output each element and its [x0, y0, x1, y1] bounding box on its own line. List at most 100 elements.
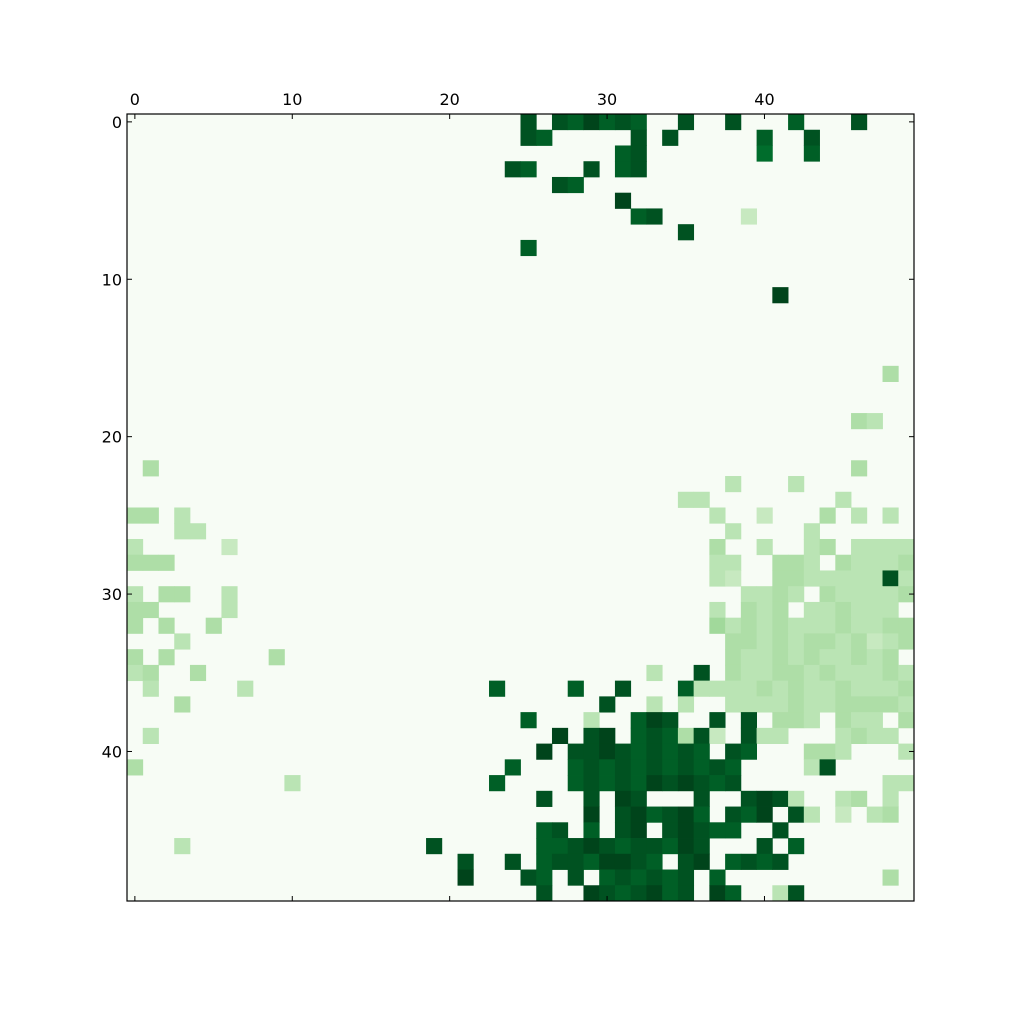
x-tick-label: 30 — [597, 90, 617, 109]
x-tick-label: 40 — [754, 90, 774, 109]
heatmap-cell — [599, 853, 616, 870]
heatmap-cell — [898, 570, 915, 587]
heatmap-cell — [772, 696, 789, 713]
heatmap-cell — [709, 775, 726, 792]
heatmap-cell — [693, 775, 710, 792]
heatmap-cell — [127, 649, 144, 666]
heatmap-cell — [614, 806, 632, 823]
heatmap-cell — [803, 664, 820, 682]
heatmap-cell — [646, 208, 663, 225]
heatmap-cell — [567, 743, 584, 760]
heatmap-cell — [740, 853, 757, 870]
heatmap-cell — [725, 114, 742, 131]
heatmap-cell — [835, 649, 852, 666]
heatmap-cell — [646, 806, 663, 823]
heatmap-cell — [725, 617, 742, 634]
heatmap-cell — [851, 649, 868, 666]
heatmap-cell — [819, 570, 836, 587]
heatmap-cell — [189, 664, 207, 682]
heatmap-cell — [709, 885, 726, 902]
heatmap-cells — [127, 114, 915, 902]
heatmap-cell — [882, 727, 899, 744]
heatmap-cell — [740, 696, 757, 713]
heatmap-cell — [866, 586, 883, 603]
heatmap-cell — [614, 743, 632, 760]
heatmap-cell — [835, 712, 852, 729]
heatmap-cell — [835, 633, 852, 650]
heatmap-cell — [630, 727, 647, 744]
heatmap-cell — [614, 114, 632, 131]
heatmap-cell — [142, 680, 159, 697]
heatmap-cell — [788, 712, 805, 729]
heatmap-cell — [127, 664, 144, 682]
heatmap-cell — [835, 727, 852, 744]
heatmap-cell — [725, 743, 742, 760]
heatmap-cell — [536, 869, 553, 886]
heatmap-cell — [788, 664, 805, 682]
heatmap-cell — [803, 554, 820, 571]
heatmap-cell — [709, 869, 726, 886]
heatmap-cell — [756, 727, 773, 744]
heatmap-cell — [630, 743, 647, 760]
heatmap-cell — [898, 586, 915, 603]
heatmap-cell — [709, 680, 726, 697]
heatmap-cell — [174, 838, 191, 855]
heatmap-cell — [142, 554, 159, 571]
y-tick-label: 0 — [112, 113, 122, 132]
heatmap-cell — [646, 664, 663, 682]
heatmap-cell — [583, 759, 600, 776]
heatmap-cell — [788, 476, 805, 493]
heatmap-cell — [536, 790, 553, 807]
heatmap-cell — [693, 664, 710, 682]
heatmap-cell — [882, 649, 899, 666]
x-tick-label: 0 — [130, 90, 140, 109]
heatmap-cell — [788, 114, 805, 131]
heatmap-cell — [583, 727, 600, 744]
heatmap-cell — [677, 853, 695, 870]
heatmap-cell — [583, 885, 600, 902]
heatmap-cell — [851, 554, 868, 571]
heatmap-cell — [819, 586, 836, 603]
heatmap-cell — [127, 617, 144, 634]
heatmap-cell — [237, 680, 254, 697]
heatmap-cell — [599, 885, 616, 902]
heatmap-cell — [709, 759, 726, 776]
heatmap-cell — [819, 507, 836, 524]
heatmap-cell — [614, 853, 632, 870]
heatmap-cell — [772, 822, 789, 839]
heatmap-cell — [835, 491, 852, 508]
heatmap-cell — [693, 680, 710, 697]
heatmap-cell — [851, 790, 868, 807]
heatmap-cell — [725, 633, 742, 650]
heatmap-cell — [709, 601, 726, 619]
heatmap-cell — [693, 853, 710, 870]
heatmap-cell — [898, 633, 915, 650]
heatmap-cell — [630, 161, 647, 178]
heatmap-cell — [866, 617, 883, 634]
heatmap-cell — [851, 586, 868, 603]
heatmap-cell — [693, 838, 710, 855]
heatmap-cell — [866, 712, 883, 729]
heatmap-cell — [756, 586, 773, 603]
heatmap-cell — [677, 743, 695, 760]
heatmap-cell — [709, 570, 726, 587]
heatmap-cell — [646, 853, 663, 870]
heatmap-cell — [693, 759, 710, 776]
heatmap-cell — [725, 554, 742, 571]
heatmap-cell — [127, 586, 144, 603]
heatmap-cell — [630, 775, 647, 792]
heatmap-cell — [756, 806, 773, 823]
heatmap-cell — [677, 224, 695, 241]
plot-area — [127, 114, 914, 901]
heatmap-cell — [614, 838, 632, 855]
heatmap-cell — [567, 775, 584, 792]
heatmap-cell — [851, 617, 868, 634]
heatmap-cell — [520, 869, 537, 886]
heatmap-cell — [127, 759, 144, 776]
heatmap-cell — [599, 759, 616, 776]
heatmap-cell — [756, 617, 773, 634]
heatmap-cell — [520, 239, 537, 257]
heatmap-cell — [158, 554, 175, 571]
heatmap-cell — [599, 869, 616, 886]
heatmap-cell — [709, 538, 726, 556]
